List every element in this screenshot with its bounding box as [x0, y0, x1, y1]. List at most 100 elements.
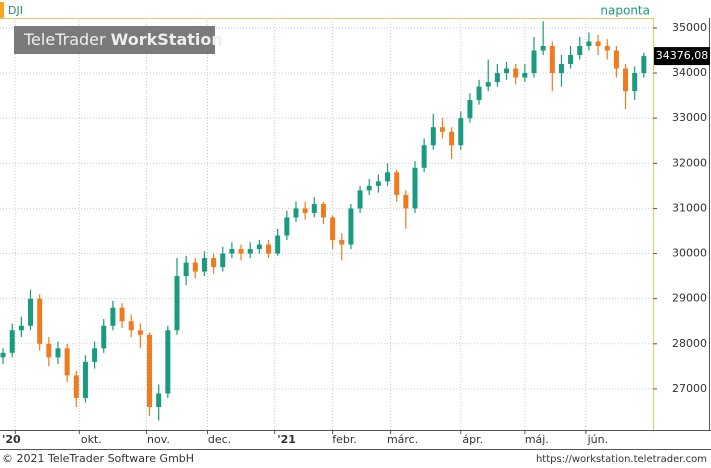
- candle-body: [348, 208, 354, 245]
- candle-body: [18, 325, 24, 331]
- x-tick-label: febr.: [332, 433, 357, 446]
- candle-body: [485, 82, 491, 87]
- y-tick-label: 27000: [672, 382, 707, 395]
- candle-body: [55, 348, 61, 358]
- interval: naponta: [600, 4, 650, 18]
- candle-body: [412, 167, 418, 209]
- candle-body: [604, 45, 610, 51]
- y-tick-label: 34000: [672, 66, 707, 79]
- candle-body: [137, 330, 143, 335]
- candle-body: [540, 45, 546, 51]
- candle-body: [467, 100, 473, 119]
- candle-body: [302, 208, 308, 213]
- candle-body: [430, 127, 436, 146]
- candle-body: [0, 352, 6, 358]
- candle-body: [238, 249, 244, 254]
- y-tick-label: 28000: [672, 337, 707, 350]
- y-tick-label: 35000: [672, 21, 707, 34]
- candle-body: [156, 393, 162, 407]
- candle-body: [220, 253, 226, 268]
- candle-body: [577, 45, 583, 56]
- candle-body: [101, 325, 107, 349]
- watermark-box: [14, 26, 215, 54]
- symbol-marker: [0, 2, 4, 19]
- x-tick-label: máj.: [525, 433, 549, 446]
- candle-body: [275, 235, 281, 254]
- candle-body: [366, 185, 372, 191]
- candle-body: [439, 127, 445, 132]
- candle-body: [73, 375, 79, 398]
- candle-body: [92, 348, 98, 362]
- y-tick-label: 29000: [672, 292, 707, 305]
- watermark: TeleTrader WorkStation: [23, 30, 223, 49]
- candle-body: [632, 73, 638, 92]
- candle-body: [37, 298, 43, 344]
- x-tick-label: nov.: [147, 433, 170, 446]
- x-tick-label: '20: [2, 433, 21, 446]
- candle-body: [522, 73, 528, 78]
- symbol: DJI: [8, 4, 23, 17]
- candle-body: [330, 217, 336, 241]
- candle-body: [513, 68, 519, 78]
- candle-body: [147, 334, 153, 407]
- candle-body: [46, 343, 52, 358]
- candle-body: [110, 307, 116, 326]
- y-tick-label: 32000: [672, 156, 707, 169]
- footer: [0, 449, 711, 468]
- candle-body: [394, 172, 400, 195]
- candle-body: [9, 330, 15, 353]
- candle-body: [476, 86, 482, 101]
- candle-body: [284, 217, 290, 236]
- candle-body: [613, 50, 619, 69]
- candle-body: [375, 181, 381, 186]
- candle-body: [504, 68, 510, 74]
- candle-body: [421, 145, 427, 168]
- candle-body: [256, 244, 262, 250]
- footer-left: © 2021 TeleTrader Software GmbH: [2, 452, 194, 465]
- candle-body: [82, 361, 88, 398]
- candle-body: [174, 276, 180, 331]
- y-tick-label: 31000: [672, 201, 707, 214]
- candle-body: [595, 41, 601, 46]
- candle-body: [192, 262, 198, 272]
- x-tick-label: márc.: [387, 433, 418, 446]
- candle-body: [64, 348, 70, 376]
- candle-body: [211, 258, 217, 268]
- x-tick-label: jún.: [587, 433, 609, 446]
- watermark-part: WorkStation: [111, 30, 223, 49]
- candle-body: [165, 330, 171, 394]
- candle-body: [403, 194, 409, 209]
- x-tick-label: dec.: [208, 433, 231, 446]
- candle-body: [531, 50, 537, 74]
- candle-body: [320, 203, 326, 218]
- candle-body: [558, 64, 564, 74]
- candle-body: [357, 190, 363, 209]
- x-tick-label: ápr.: [462, 433, 483, 446]
- candle-body: [128, 321, 134, 331]
- last-value-label: 34376,08: [656, 49, 709, 62]
- candle-body: [339, 240, 345, 245]
- candle-body: [449, 131, 455, 146]
- y-tick-label: 33000: [672, 111, 707, 124]
- candle-body: [247, 249, 253, 254]
- candle-body: [458, 118, 464, 146]
- x-tick-label: okt.: [81, 433, 102, 446]
- candle-body: [549, 45, 555, 74]
- watermark-part: TeleTrader: [23, 30, 106, 49]
- candle-body: [183, 262, 189, 277]
- x-tick-label: '21: [277, 433, 296, 446]
- candle-body: [586, 41, 592, 46]
- y-tick-label: 30000: [672, 247, 707, 260]
- candle-body: [385, 172, 391, 182]
- candle-body: [119, 307, 125, 322]
- candle-body: [311, 203, 317, 213]
- candle-body: [293, 208, 299, 218]
- candle-body: [229, 249, 235, 254]
- candle-body: [623, 68, 629, 92]
- candle-body: [28, 298, 34, 326]
- candle-body: [568, 55, 574, 65]
- footer-right: https://workstation.teletrader.com: [536, 454, 707, 465]
- candle-body: [201, 258, 207, 272]
